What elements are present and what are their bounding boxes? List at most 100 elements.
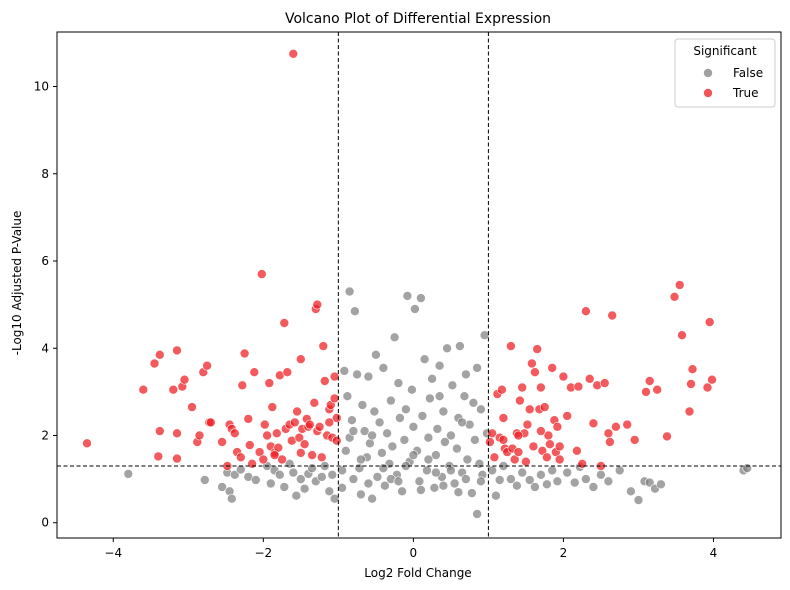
point-true bbox=[517, 382, 528, 393]
point-true bbox=[138, 384, 149, 395]
point-false bbox=[329, 493, 340, 504]
point-true bbox=[524, 404, 535, 415]
point-true bbox=[622, 419, 633, 430]
point-true bbox=[172, 453, 182, 464]
point-false bbox=[446, 465, 456, 476]
point-true bbox=[641, 387, 651, 397]
point-false bbox=[378, 363, 389, 373]
point-true bbox=[187, 402, 197, 412]
point-false bbox=[380, 480, 390, 491]
point-true bbox=[684, 406, 695, 417]
point-true bbox=[262, 430, 272, 441]
point-true bbox=[539, 402, 550, 412]
point-false bbox=[453, 487, 464, 498]
point-true bbox=[307, 450, 317, 460]
point-false bbox=[442, 343, 452, 354]
point-true bbox=[264, 378, 275, 388]
point-false bbox=[536, 469, 546, 480]
point-true bbox=[521, 456, 531, 467]
point-true bbox=[536, 382, 546, 393]
chart-title: Volcano Plot of Differential Expression bbox=[285, 11, 551, 27]
point-false bbox=[614, 465, 625, 476]
point-true bbox=[584, 373, 595, 384]
point-false bbox=[359, 426, 370, 436]
point-false bbox=[337, 465, 347, 476]
point-false bbox=[367, 493, 377, 504]
point-false bbox=[356, 489, 366, 500]
point-false bbox=[408, 421, 419, 432]
point-false bbox=[340, 445, 351, 456]
point-true bbox=[542, 452, 552, 463]
point-false bbox=[432, 424, 443, 434]
point-false bbox=[389, 332, 400, 343]
point-true bbox=[545, 439, 555, 450]
point-false bbox=[524, 475, 535, 485]
point-false bbox=[461, 369, 471, 380]
point-true bbox=[172, 345, 182, 356]
point-true bbox=[530, 367, 540, 378]
point-true bbox=[279, 318, 290, 328]
point-false bbox=[547, 465, 558, 476]
point-false bbox=[382, 428, 392, 439]
point-true bbox=[324, 417, 335, 428]
point-true bbox=[206, 417, 216, 428]
point-true bbox=[513, 430, 524, 441]
point-true bbox=[249, 367, 260, 378]
point-false bbox=[279, 482, 290, 492]
point-false bbox=[476, 404, 486, 415]
point-false bbox=[402, 291, 413, 301]
point-false bbox=[344, 286, 355, 297]
legend-marker-false bbox=[703, 68, 713, 78]
point-false bbox=[449, 478, 460, 489]
point-false bbox=[352, 369, 362, 380]
point-true bbox=[239, 348, 250, 359]
point-true bbox=[217, 437, 227, 447]
point-true bbox=[674, 280, 685, 290]
point-false bbox=[348, 426, 359, 436]
point-false bbox=[393, 476, 404, 487]
legend-marker-true bbox=[703, 88, 713, 98]
point-false bbox=[227, 493, 237, 504]
x-tick-label: 2 bbox=[560, 546, 568, 560]
point-true bbox=[485, 437, 495, 447]
point-false bbox=[342, 391, 353, 402]
point-false bbox=[438, 406, 449, 417]
point-false bbox=[517, 467, 528, 478]
point-true bbox=[82, 438, 92, 449]
point-false bbox=[295, 474, 306, 484]
point-true bbox=[506, 341, 516, 351]
point-false bbox=[423, 454, 434, 465]
point-false bbox=[350, 306, 360, 317]
point-true bbox=[532, 344, 543, 354]
point-false bbox=[431, 467, 441, 478]
point-false bbox=[399, 435, 410, 445]
point-false bbox=[422, 465, 432, 476]
point-true bbox=[289, 417, 300, 428]
point-false bbox=[123, 469, 134, 479]
point-true bbox=[282, 367, 293, 378]
point-false bbox=[200, 475, 210, 485]
point-true bbox=[536, 426, 546, 436]
point-false bbox=[327, 469, 338, 480]
x-tick-label: 0 bbox=[410, 546, 418, 560]
point-true bbox=[258, 454, 269, 465]
point-false bbox=[377, 448, 387, 458]
point-false bbox=[416, 293, 426, 303]
point-false bbox=[371, 349, 381, 360]
point-false bbox=[357, 400, 368, 410]
point-false bbox=[452, 443, 462, 454]
point-true bbox=[294, 432, 305, 443]
point-false bbox=[633, 495, 644, 505]
point-true bbox=[309, 397, 320, 408]
point-false bbox=[431, 450, 441, 460]
point-false bbox=[552, 476, 563, 487]
point-false bbox=[401, 404, 411, 415]
point-true bbox=[292, 406, 302, 417]
point-false bbox=[596, 469, 606, 480]
point-true bbox=[547, 363, 558, 373]
point-false bbox=[387, 441, 398, 452]
point-false bbox=[626, 486, 636, 497]
point-true bbox=[515, 395, 525, 406]
point-false bbox=[363, 478, 374, 489]
